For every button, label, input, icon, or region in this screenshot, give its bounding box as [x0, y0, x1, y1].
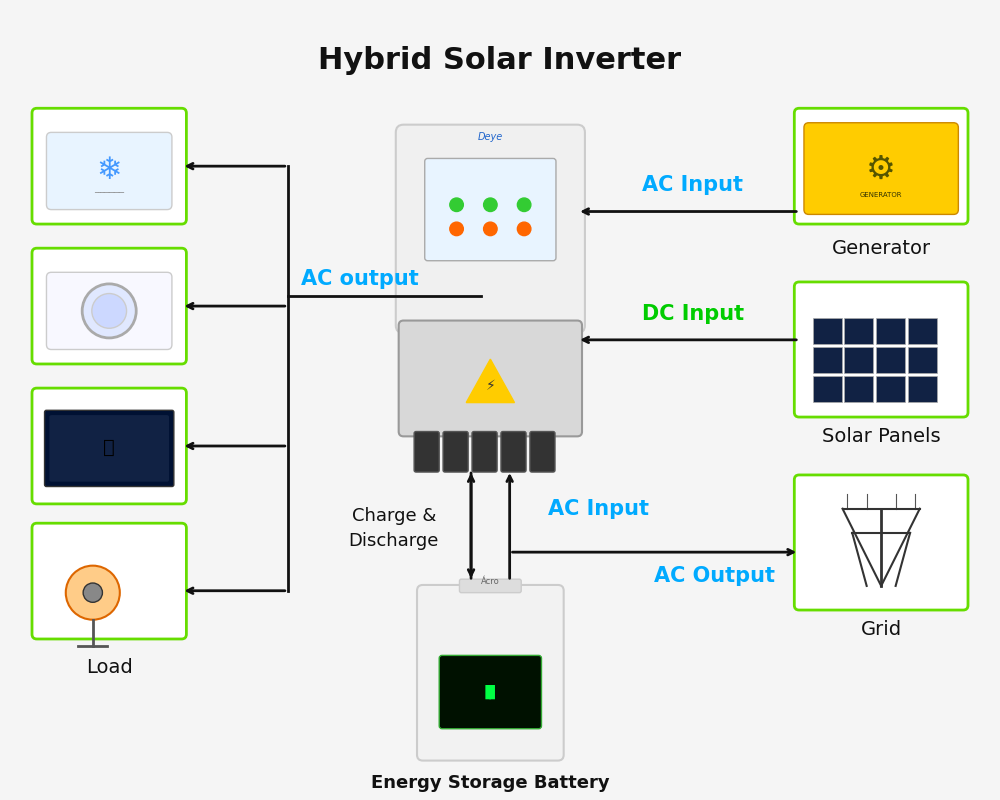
FancyBboxPatch shape: [32, 248, 186, 364]
FancyBboxPatch shape: [46, 132, 172, 210]
Text: Generator: Generator: [832, 238, 931, 258]
FancyBboxPatch shape: [32, 388, 186, 504]
Text: AC Input: AC Input: [642, 175, 743, 195]
Text: ⚙: ⚙: [866, 153, 896, 186]
FancyBboxPatch shape: [844, 346, 873, 373]
FancyBboxPatch shape: [813, 346, 842, 373]
Text: ▐▌: ▐▌: [480, 685, 501, 699]
Text: Solar Panels: Solar Panels: [822, 426, 940, 446]
Text: Grid: Grid: [861, 620, 902, 638]
Circle shape: [82, 284, 136, 338]
Text: ❄: ❄: [96, 157, 122, 186]
FancyBboxPatch shape: [813, 375, 842, 402]
FancyBboxPatch shape: [876, 346, 905, 373]
FancyBboxPatch shape: [443, 431, 468, 472]
Circle shape: [450, 198, 463, 211]
FancyBboxPatch shape: [472, 431, 497, 472]
Circle shape: [450, 222, 463, 236]
Text: Load: Load: [86, 658, 133, 678]
FancyBboxPatch shape: [908, 318, 937, 344]
FancyBboxPatch shape: [417, 585, 564, 761]
FancyBboxPatch shape: [530, 431, 555, 472]
FancyBboxPatch shape: [45, 410, 174, 486]
Circle shape: [517, 222, 531, 236]
FancyBboxPatch shape: [908, 346, 937, 373]
Text: Charge &
Discharge: Charge & Discharge: [349, 506, 439, 550]
Circle shape: [484, 222, 497, 236]
Circle shape: [83, 583, 102, 602]
Text: AC Output: AC Output: [654, 566, 775, 586]
FancyBboxPatch shape: [425, 158, 556, 261]
FancyBboxPatch shape: [844, 375, 873, 402]
FancyBboxPatch shape: [908, 375, 937, 402]
Polygon shape: [466, 359, 514, 402]
FancyBboxPatch shape: [804, 122, 958, 214]
FancyBboxPatch shape: [813, 318, 842, 344]
Circle shape: [484, 198, 497, 211]
Text: Deye: Deye: [478, 132, 503, 142]
Text: AC Input: AC Input: [548, 498, 649, 518]
FancyBboxPatch shape: [32, 108, 186, 224]
Text: AC output: AC output: [301, 269, 419, 289]
FancyBboxPatch shape: [876, 375, 905, 402]
Circle shape: [517, 198, 531, 211]
FancyBboxPatch shape: [501, 431, 526, 472]
Text: Energy Storage Battery: Energy Storage Battery: [371, 774, 610, 792]
Text: ⚡: ⚡: [485, 379, 495, 393]
FancyBboxPatch shape: [46, 272, 172, 350]
FancyBboxPatch shape: [794, 282, 968, 417]
FancyBboxPatch shape: [396, 125, 585, 333]
Text: Hybrid Solar Inverter: Hybrid Solar Inverter: [318, 46, 682, 74]
FancyBboxPatch shape: [794, 475, 968, 610]
FancyBboxPatch shape: [439, 655, 541, 729]
Text: ──────: ──────: [94, 188, 124, 197]
Text: DC Input: DC Input: [642, 304, 744, 324]
Circle shape: [92, 294, 127, 328]
Text: Ácro: Ácro: [481, 577, 500, 586]
FancyBboxPatch shape: [49, 415, 169, 482]
Circle shape: [66, 566, 120, 620]
FancyBboxPatch shape: [414, 431, 439, 472]
FancyBboxPatch shape: [794, 108, 968, 224]
FancyBboxPatch shape: [459, 579, 521, 593]
FancyBboxPatch shape: [32, 523, 186, 639]
Text: GENERATOR: GENERATOR: [860, 192, 902, 198]
Text: 🌅: 🌅: [103, 438, 115, 458]
FancyBboxPatch shape: [399, 321, 582, 436]
FancyBboxPatch shape: [844, 318, 873, 344]
FancyBboxPatch shape: [876, 318, 905, 344]
